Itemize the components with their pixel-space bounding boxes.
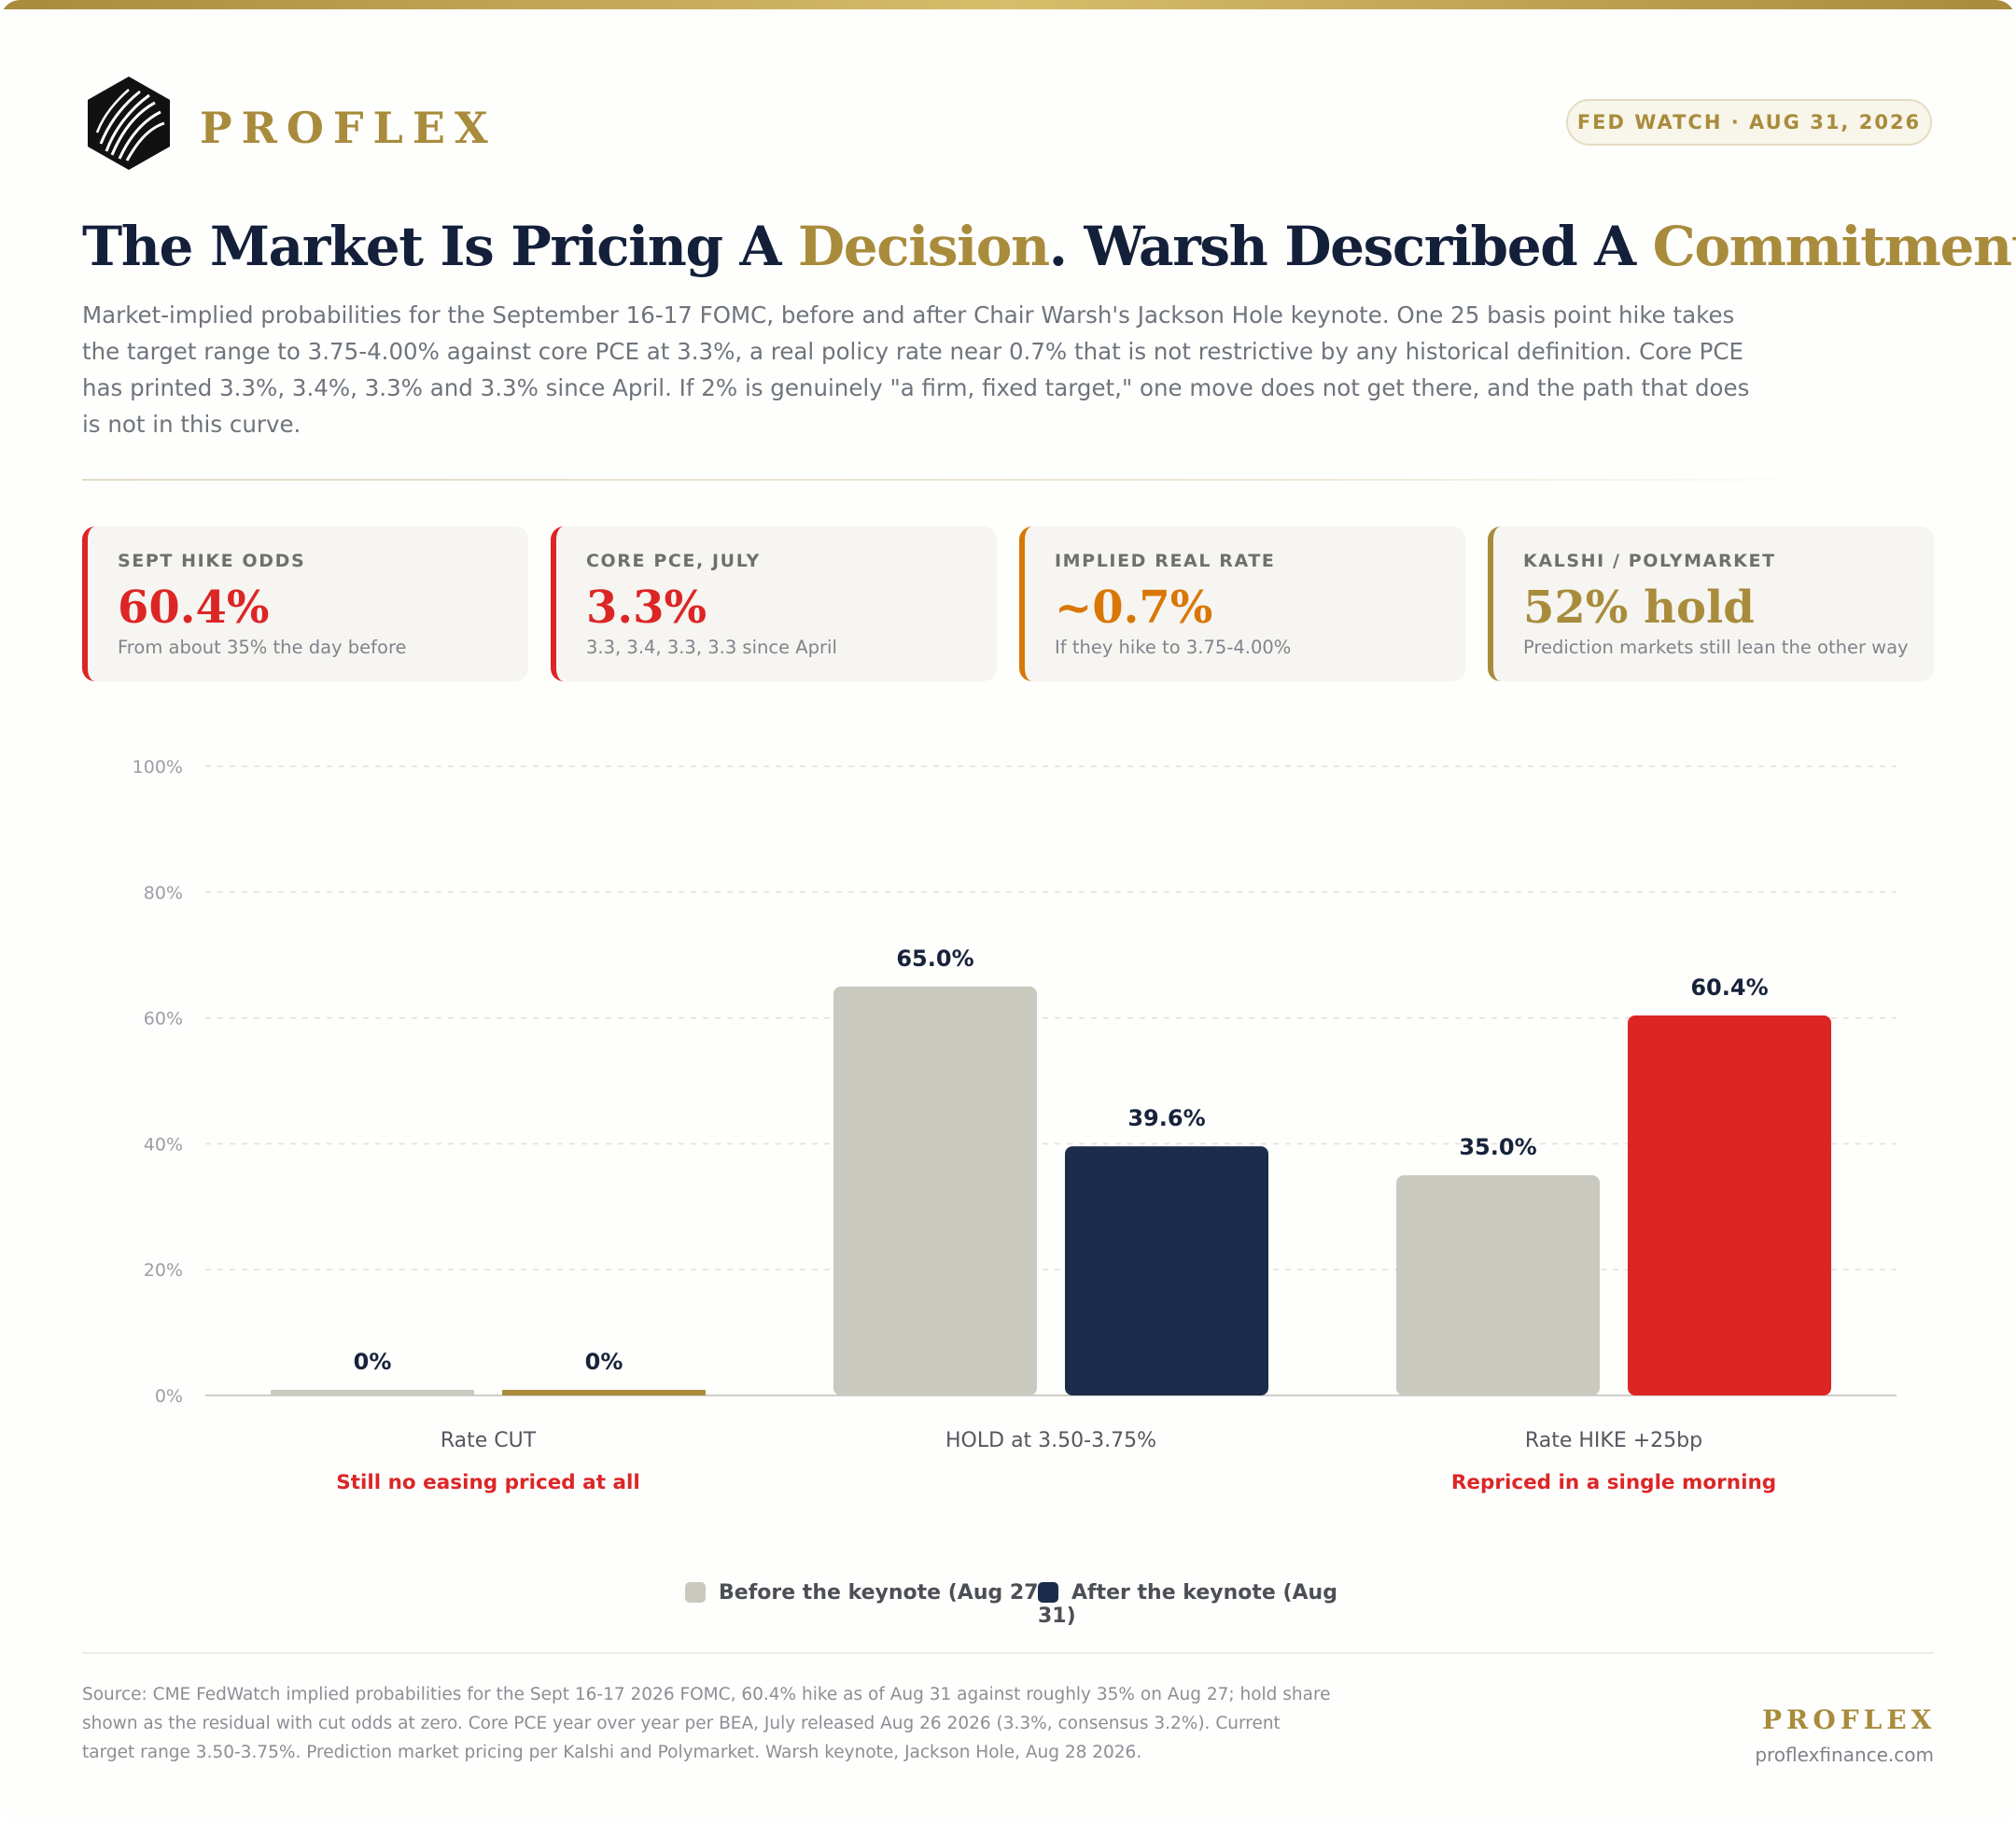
category-label: Rate HIKE +25bp bbox=[1525, 1429, 1702, 1452]
bar-value-label: 39.6% bbox=[1127, 1105, 1205, 1131]
legend-item-after: After the keynote (Aug 31) bbox=[1038, 1581, 1376, 1628]
y-tick-label: 80% bbox=[144, 883, 183, 904]
y-tick-label: 20% bbox=[144, 1260, 183, 1281]
stat-value: 3.3% bbox=[586, 582, 707, 634]
bar-value-label: 0% bbox=[585, 1349, 623, 1375]
stat-card-core-pce: CORE PCE, JULY 3.3% 3.3, 3.4, 3.3, 3.3 s… bbox=[551, 526, 997, 681]
stat-label: CORE PCE, JULY bbox=[586, 551, 761, 571]
proflex-logo-icon bbox=[88, 77, 170, 170]
y-tick-label: 60% bbox=[144, 1009, 183, 1030]
bar bbox=[833, 986, 1037, 1395]
stat-note: 3.3, 3.4, 3.3, 3.3 since April bbox=[586, 637, 837, 658]
bar-value-label: 0% bbox=[354, 1349, 392, 1375]
stat-card-prediction-markets: KALSHI / POLYMARKET 52% hold Prediction … bbox=[1488, 526, 1934, 681]
bar bbox=[1628, 1015, 1831, 1395]
legend-label-after: After the keynote (Aug 31) bbox=[1038, 1581, 1337, 1628]
stat-label: SEPT HIKE ODDS bbox=[118, 551, 306, 571]
stat-label: KALSHI / POLYMARKET bbox=[1523, 551, 1776, 571]
category-annotation: Repriced in a single morning bbox=[1451, 1471, 1776, 1494]
bar bbox=[271, 1390, 474, 1395]
category-annotation: Still no easing priced at all bbox=[336, 1471, 639, 1494]
source-note: Source: CME FedWatch implied probabiliti… bbox=[82, 1685, 1331, 1762]
date-badge: FED WATCH · AUG 31, 2026 bbox=[1566, 99, 1932, 146]
y-tick-label: 100% bbox=[133, 757, 183, 778]
legend-label-before: Before the keynote (Aug 27) bbox=[719, 1581, 1048, 1605]
bar-value-label: 60.4% bbox=[1690, 974, 1768, 1001]
bar-value-label: 35.0% bbox=[1459, 1134, 1536, 1160]
footer-url[interactable]: proflexfinance.com bbox=[1755, 1744, 1934, 1766]
stat-label: IMPLIED REAL RATE bbox=[1055, 551, 1276, 571]
stat-card-hike-odds: SEPT HIKE ODDS 60.4% From about 35% the … bbox=[82, 526, 528, 681]
stat-value: ~0.7% bbox=[1055, 582, 1213, 634]
bar bbox=[1065, 1146, 1268, 1395]
stat-note: Prediction markets still lean the other … bbox=[1523, 637, 1909, 658]
bar bbox=[502, 1390, 706, 1395]
headline-accent-commitment: Commitment bbox=[1652, 215, 2016, 278]
category-label: HOLD at 3.50-3.75% bbox=[945, 1429, 1156, 1452]
headline-part-1: The Market Is Pricing A bbox=[82, 215, 798, 278]
stat-value: 52% hold bbox=[1523, 582, 1755, 634]
divider bbox=[82, 479, 1855, 481]
subtitle: Market-implied probabilities for the Sep… bbox=[82, 301, 1750, 438]
stat-card-real-rate: IMPLIED REAL RATE ~0.7% If they hike to … bbox=[1019, 526, 1465, 681]
bar bbox=[1396, 1175, 1600, 1395]
headline-accent-decision: Decision bbox=[797, 215, 1050, 278]
brand-wordmark: PROFLEX bbox=[200, 103, 497, 153]
stat-value: 60.4% bbox=[118, 582, 270, 634]
legend-item-before: Before the keynote (Aug 27) bbox=[685, 1581, 1048, 1605]
chart-legend: Before the keynote (Aug 27) After the ke… bbox=[685, 1581, 1376, 1628]
y-tick-label: 40% bbox=[144, 1134, 183, 1155]
footer-divider bbox=[82, 1652, 1934, 1654]
stat-note: If they hike to 3.75-4.00% bbox=[1055, 637, 1292, 658]
headline: The Market Is Pricing A Decision. Warsh … bbox=[82, 215, 2016, 278]
category-label: Rate CUT bbox=[441, 1429, 537, 1452]
top-accent-bar bbox=[0, 0, 2016, 9]
y-tick-label: 0% bbox=[155, 1386, 183, 1407]
bar-value-label: 65.0% bbox=[896, 946, 973, 972]
legend-swatch-before bbox=[685, 1582, 706, 1603]
stat-note: From about 35% the day before bbox=[118, 637, 407, 658]
footer-brand: PROFLEX bbox=[1762, 1704, 1937, 1735]
headline-part-2: . Warsh Described A bbox=[1048, 215, 1653, 278]
probability-bar-chart: 0% 20% 40% 60% 80% 100% 0% 0% Rate CUT Still no e… bbox=[133, 757, 1897, 1494]
legend-swatch-after bbox=[1038, 1582, 1058, 1603]
